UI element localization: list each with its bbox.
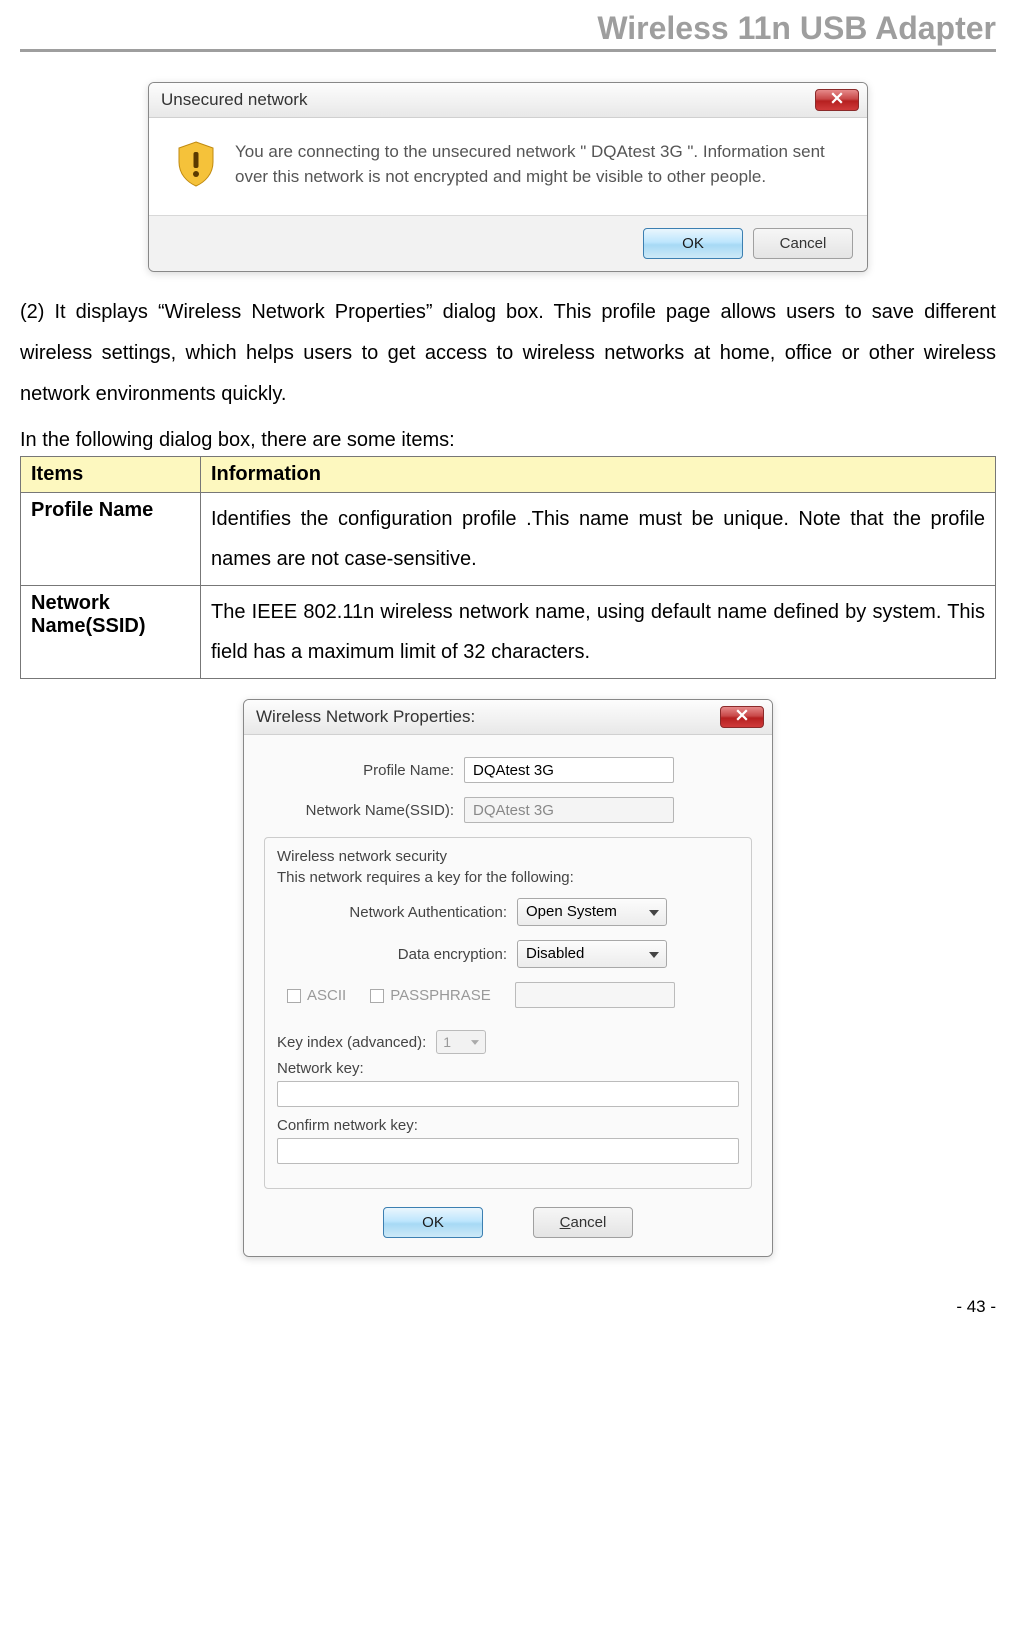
confirm-key-label: Confirm network key:	[277, 1117, 739, 1134]
chevron-down-icon	[471, 1040, 479, 1045]
dialog2-title: Wireless Network Properties:	[256, 707, 475, 727]
item-name: Profile Name	[21, 493, 201, 586]
profile-name-row: Profile Name:	[264, 757, 752, 783]
items-table: Items Information Profile Name Identifie…	[20, 456, 996, 679]
network-key-label: Network key:	[277, 1060, 739, 1077]
close-button[interactable]	[815, 89, 859, 111]
passphrase-label: PASSPHRASE	[390, 987, 491, 1004]
close-button[interactable]	[720, 706, 764, 728]
ascii-label: ASCII	[307, 987, 346, 1004]
dialog1-footer: OK Cancel	[149, 215, 867, 271]
item-info: The IEEE 802.11n wireless network name, …	[201, 586, 996, 679]
cancel-rest: ancel	[570, 1214, 606, 1231]
encrypt-label: Data encryption:	[277, 946, 517, 963]
dialog2-body: Profile Name: Network Name(SSID): Wirele…	[244, 735, 772, 1256]
cancel-button[interactable]: Cancel	[753, 228, 853, 259]
cancel-button[interactable]: Cancel	[533, 1207, 633, 1238]
security-legend: Wireless network security	[277, 848, 739, 865]
dialog2-footer: OK Cancel	[264, 1189, 752, 1242]
passphrase-checkbox: PASSPHRASE	[370, 987, 491, 1004]
close-icon	[736, 708, 748, 726]
header-title: Wireless 11n USB Adapter	[20, 0, 996, 47]
dialog1-title: Unsecured network	[161, 90, 307, 110]
passphrase-input	[515, 982, 675, 1008]
description-paragraph: (2) It displays “Wireless Network Proper…	[20, 292, 996, 415]
shield-warning-icon	[175, 140, 217, 193]
wireless-properties-dialog: Wireless Network Properties: Profile Nam…	[243, 699, 773, 1257]
profile-name-label: Profile Name:	[264, 762, 464, 779]
network-key-input[interactable]	[277, 1081, 739, 1107]
encrypt-row: Data encryption: Disabled	[277, 940, 739, 968]
page-number: - 43 -	[20, 1277, 996, 1329]
security-fieldset: Wireless network security This network r…	[264, 837, 752, 1189]
keyidx-label: Key index (advanced):	[277, 1034, 426, 1051]
ssid-label: Network Name(SSID):	[264, 802, 464, 819]
security-sublegend: This network requires a key for the foll…	[277, 869, 739, 886]
keyidx-select: 1	[436, 1030, 486, 1054]
col-header-items: Items	[21, 457, 201, 493]
dialog1-body: You are connecting to the unsecured netw…	[149, 118, 867, 215]
ok-button[interactable]: OK	[383, 1207, 483, 1238]
auth-select-value: Open System	[517, 898, 667, 926]
table-row: Network Name(SSID) The IEEE 802.11n wire…	[21, 586, 996, 679]
item-info: Identifies the configuration profile .Th…	[201, 493, 996, 586]
key-format-row: ASCII PASSPHRASE	[287, 982, 739, 1008]
page-header: Wireless 11n USB Adapter	[20, 0, 996, 52]
ssid-input	[464, 797, 674, 823]
keyidx-value: 1	[443, 1034, 451, 1050]
item-name: Network Name(SSID)	[21, 586, 201, 679]
ssid-row: Network Name(SSID):	[264, 797, 752, 823]
ok-button[interactable]: OK	[643, 228, 743, 259]
table-header-row: Items Information	[21, 457, 996, 493]
keyidx-row: Key index (advanced): 1	[277, 1030, 739, 1054]
dialog2-titlebar: Wireless Network Properties:	[244, 700, 772, 735]
unsecured-network-dialog: Unsecured network You are connecting to …	[148, 82, 868, 272]
auth-row: Network Authentication: Open System	[277, 898, 739, 926]
encrypt-select-value: Disabled	[517, 940, 667, 968]
confirm-key-input[interactable]	[277, 1138, 739, 1164]
dialog1-titlebar: Unsecured network	[149, 83, 867, 118]
encrypt-select[interactable]: Disabled	[517, 940, 667, 968]
auth-label: Network Authentication:	[277, 904, 517, 921]
col-header-information: Information	[201, 457, 996, 493]
table-row: Profile Name Identifies the configuratio…	[21, 493, 996, 586]
lead-text: In the following dialog box, there are s…	[20, 429, 996, 452]
close-icon	[831, 91, 843, 109]
ascii-checkbox: ASCII	[287, 987, 346, 1004]
dialog1-message: You are connecting to the unsecured netw…	[235, 140, 841, 193]
profile-name-input[interactable]	[464, 757, 674, 783]
auth-select[interactable]: Open System	[517, 898, 667, 926]
